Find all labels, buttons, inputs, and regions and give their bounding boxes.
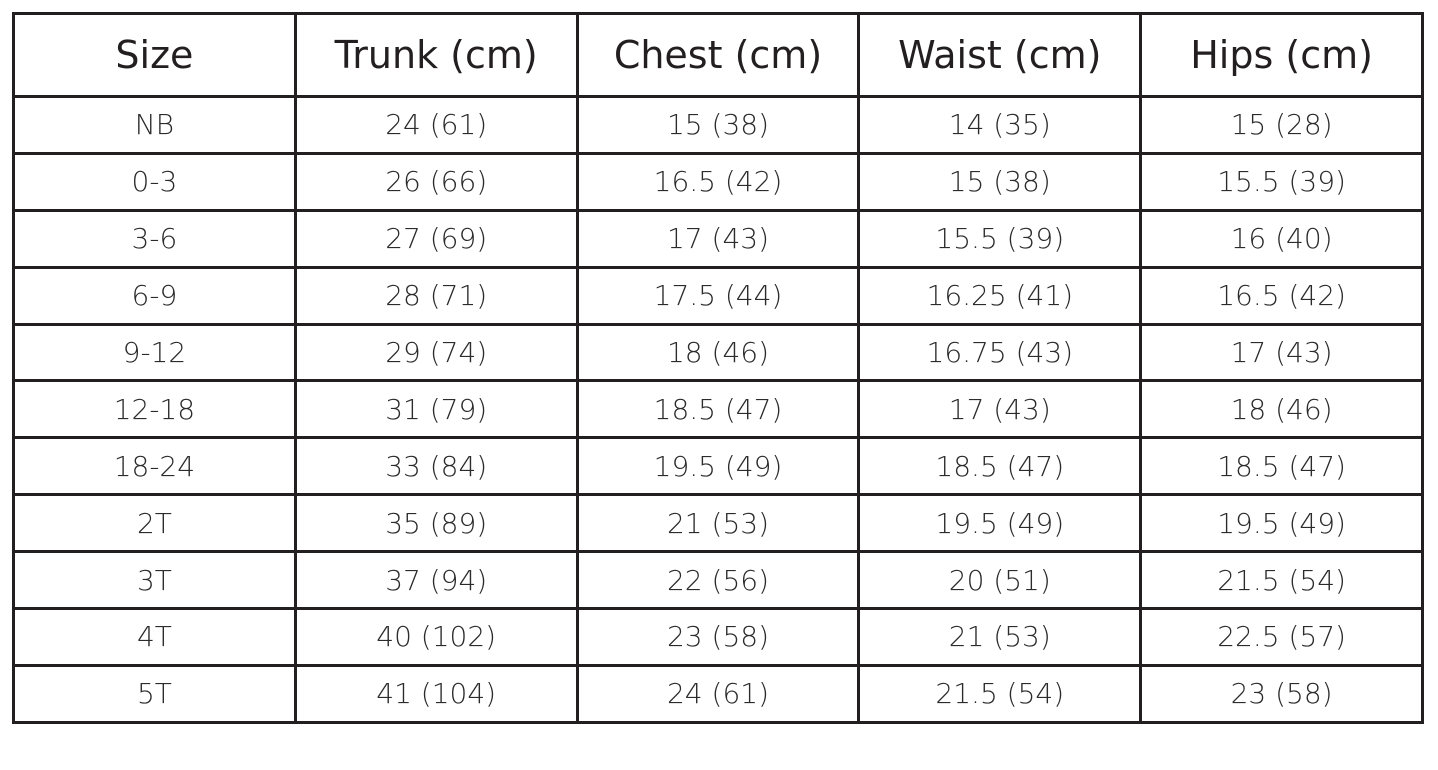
measure-cell: 28 (71) [293,265,579,326]
measure-cell: 16.5 (42) [575,151,861,212]
measure-cell: 19.5 (49) [857,493,1143,554]
measure-cell: 21.5 (54) [1139,550,1424,611]
measure-cell: 23 (58) [575,607,861,667]
measure-cell: 27 (69) [293,208,579,269]
measure-cell: 20 (51) [857,550,1143,611]
measure-cell: 33 (84) [293,436,579,497]
measure-cell: 17 (43) [1139,322,1424,383]
measure-cell: 24 (61) [293,95,579,155]
measure-cell: 29 (74) [293,322,579,383]
table-row: 3-6 27 (69) 17 (43) 15.5 (39) 16 (40) [12,208,1424,269]
size-cell: 6-9 [12,265,297,326]
table-row: 2T 35 (89) 21 (53) 19.5 (49) 19.5 (49) [12,493,1424,554]
size-cell: 0-3 [12,151,297,212]
size-cell: 5T [12,663,297,724]
measure-cell: 15.5 (39) [857,208,1143,269]
measure-cell: 16 (40) [1139,208,1424,269]
table-row: NB 24 (61) 15 (38) 14 (35) 15 (28) [12,95,1424,155]
measure-cell: 35 (89) [293,493,579,554]
measure-cell: 15 (38) [857,151,1143,212]
table-body: NB 24 (61) 15 (38) 14 (35) 15 (28) 0-3 26 (66)… [12,95,1424,724]
measure-cell: 17.5 (44) [575,265,861,326]
measure-cell: 16.5 (42) [1139,265,1424,326]
measure-cell: 41 (104) [293,663,579,724]
measure-cell: 22.5 (57) [1139,607,1424,667]
measure-cell: 17 (43) [857,379,1143,440]
measure-cell: 19.5 (49) [1139,493,1424,554]
measure-cell: 18.5 (47) [857,436,1143,497]
table-row: 4T 40 (102) 23 (58) 21 (53) 22.5 (57) [12,607,1424,667]
size-cell: 3T [12,550,297,611]
measure-cell: 40 (102) [293,607,579,667]
table-row: 18-24 33 (84) 19.5 (49) 18.5 (47) 18.5 (47) [12,436,1424,497]
measure-cell: 16.25 (41) [857,265,1143,326]
table-row: 6-9 28 (71) 17.5 (44) 16.25 (41) 16.5 (42) [12,265,1424,326]
measure-cell: 37 (94) [293,550,579,611]
measure-cell: 26 (66) [293,151,579,212]
size-cell: 4T [12,607,297,667]
measure-cell: 22 (56) [575,550,861,611]
size-cell: 2T [12,493,297,554]
measure-cell: 21 (53) [857,607,1143,667]
header-cell: Chest (cm) [575,12,861,98]
measure-cell: 18 (46) [575,322,861,383]
size-cell: 18-24 [12,436,297,497]
measure-cell: 17 (43) [575,208,861,269]
measure-cell: 18 (46) [1139,379,1424,440]
size-table: Size Trunk (cm) Chest (cm) Waist (cm) Hips (… [12,12,1424,724]
table-row: 3T 37 (94) 22 (56) 20 (51) 21.5 (54) [12,550,1424,611]
measure-cell: 15.5 (39) [1139,151,1424,212]
header-cell: Hips (cm) [1139,12,1424,98]
size-cell: 9-12 [12,322,297,383]
measure-cell: 15 (28) [1139,95,1424,155]
header-cell: Waist (cm) [857,12,1143,98]
table-row: 5T 41 (104) 24 (61) 21.5 (54) 23 (58) [12,663,1424,724]
header-cell: Trunk (cm) [293,12,579,98]
size-cell: 12-18 [12,379,297,440]
measure-cell: 18.5 (47) [1139,436,1424,497]
measure-cell: 21.5 (54) [857,663,1143,724]
header-row: Size Trunk (cm) Chest (cm) Waist (cm) Hips (… [12,12,1424,98]
table-row: 12-18 31 (79) 18.5 (47) 17 (43) 18 (46) [12,379,1424,440]
measure-cell: 19.5 (49) [575,436,861,497]
header-cell: Size [12,12,297,98]
measure-cell: 24 (61) [575,663,861,724]
size-cell: 3-6 [12,208,297,269]
measure-cell: 18.5 (47) [575,379,861,440]
measure-cell: 31 (79) [293,379,579,440]
measure-cell: 23 (58) [1139,663,1424,724]
measure-cell: 14 (35) [857,95,1143,155]
measure-cell: 16.75 (43) [857,322,1143,383]
table-row: 9-12 29 (74) 18 (46) 16.75 (43) 17 (43) [12,322,1424,383]
measure-cell: 15 (38) [575,95,861,155]
table-row: 0-3 26 (66) 16.5 (42) 15 (38) 15.5 (39) [12,151,1424,212]
measure-cell: 21 (53) [575,493,861,554]
size-cell: NB [12,95,297,155]
